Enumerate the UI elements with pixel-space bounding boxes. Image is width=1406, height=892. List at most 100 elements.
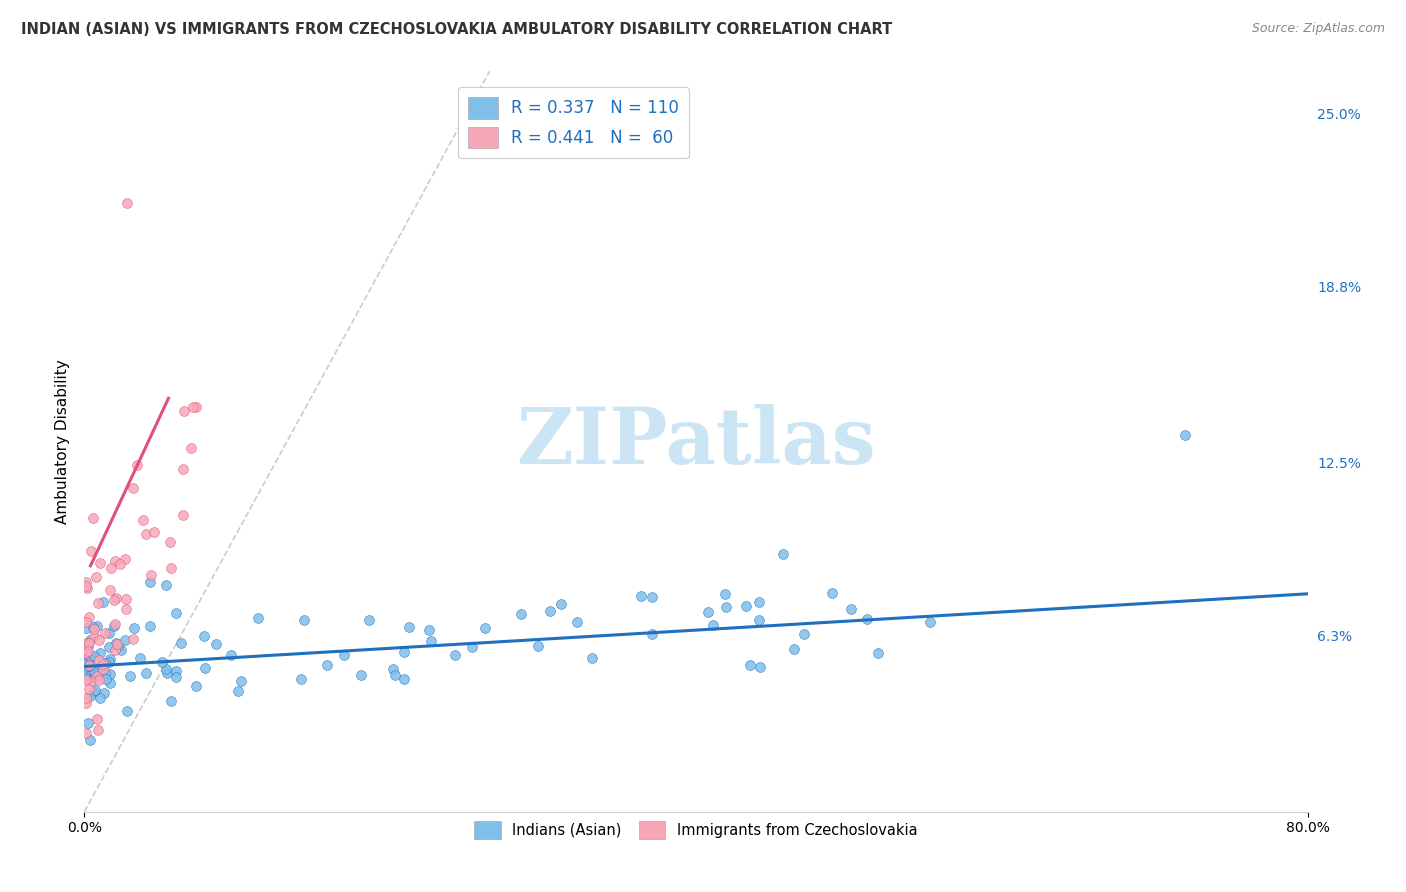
Point: [384, 668, 406, 682]
Point: [75, 621, 97, 635]
Point: [702, 618, 724, 632]
Point: [83, 629, 105, 643]
Point: [98, 676, 121, 690]
Point: [221, 648, 243, 662]
Point: [696, 605, 718, 619]
Point: [159, 534, 181, 549]
Point: [80, 673, 103, 688]
Point: [103, 619, 125, 633]
Point: [87, 673, 110, 687]
Point: [83, 683, 105, 698]
Point: [783, 641, 806, 656]
Point: [139, 574, 162, 589]
Point: [108, 557, 131, 571]
Point: [107, 639, 129, 653]
Point: [90, 659, 112, 673]
Point: [100, 652, 122, 666]
Point: [550, 598, 572, 612]
Point: [510, 607, 533, 622]
Point: [122, 481, 145, 495]
Point: [143, 525, 166, 540]
Point: [538, 605, 561, 619]
Point: [122, 621, 145, 635]
Point: [141, 568, 163, 582]
Point: [75, 640, 97, 654]
Point: [75, 636, 97, 650]
Point: [920, 615, 942, 629]
Point: [714, 599, 737, 614]
Point: [83, 649, 105, 664]
Point: [398, 620, 420, 634]
Point: [75, 615, 97, 629]
Point: [86, 669, 108, 683]
Point: [165, 665, 187, 679]
Point: [172, 508, 194, 522]
Point: [127, 458, 149, 472]
Point: [75, 666, 97, 681]
Point: [98, 666, 121, 681]
Point: [87, 633, 110, 648]
Point: [89, 653, 111, 667]
Point: [748, 613, 770, 627]
Point: [1174, 427, 1197, 442]
Point: [290, 672, 312, 686]
Point: [184, 680, 207, 694]
Point: [156, 666, 179, 681]
Point: [83, 670, 105, 684]
Point: [246, 611, 269, 625]
Point: [856, 612, 879, 626]
Point: [76, 644, 98, 658]
Point: [155, 578, 177, 592]
Point: [115, 602, 138, 616]
Point: [418, 624, 440, 638]
Point: [155, 662, 177, 676]
Point: [868, 647, 890, 661]
Point: [630, 590, 652, 604]
Point: [581, 651, 603, 665]
Point: [79, 649, 101, 664]
Legend: Indians (Asian), Immigrants from Czechoslovakia: Indians (Asian), Immigrants from Czechos…: [468, 814, 924, 845]
Point: [94, 672, 117, 686]
Point: [357, 613, 380, 627]
Point: [205, 637, 228, 651]
Point: [172, 462, 194, 476]
Point: [77, 610, 100, 624]
Point: [128, 651, 150, 665]
Point: [75, 574, 97, 589]
Text: INDIAN (ASIAN) VS IMMIGRANTS FROM CZECHOSLOVAKIA AMBULATORY DISABILITY CORRELATI: INDIAN (ASIAN) VS IMMIGRANTS FROM CZECHO…: [21, 22, 893, 37]
Point: [103, 592, 125, 607]
Point: [86, 665, 108, 679]
Point: [110, 643, 132, 657]
Point: [104, 617, 127, 632]
Point: [104, 554, 127, 568]
Point: [75, 725, 97, 739]
Point: [83, 664, 105, 678]
Point: [75, 646, 97, 660]
Point: [350, 667, 373, 681]
Point: [83, 622, 105, 636]
Point: [80, 667, 103, 681]
Point: [180, 441, 202, 455]
Point: [135, 527, 157, 541]
Point: [76, 582, 98, 596]
Point: [79, 733, 101, 747]
Y-axis label: Ambulatory Disability: Ambulatory Disability: [55, 359, 70, 524]
Text: ZIPatlas: ZIPatlas: [516, 403, 876, 480]
Point: [76, 659, 98, 673]
Point: [98, 640, 121, 654]
Point: [115, 195, 138, 210]
Point: [77, 682, 100, 697]
Point: [747, 595, 769, 609]
Point: [159, 693, 181, 707]
Point: [150, 655, 173, 669]
Point: [735, 599, 758, 614]
Point: [77, 639, 100, 653]
Point: [165, 607, 187, 621]
Point: [87, 596, 110, 610]
Point: [392, 645, 415, 659]
Point: [91, 595, 114, 609]
Point: [772, 547, 794, 561]
Point: [79, 689, 101, 703]
Point: [115, 704, 138, 718]
Point: [392, 672, 415, 686]
